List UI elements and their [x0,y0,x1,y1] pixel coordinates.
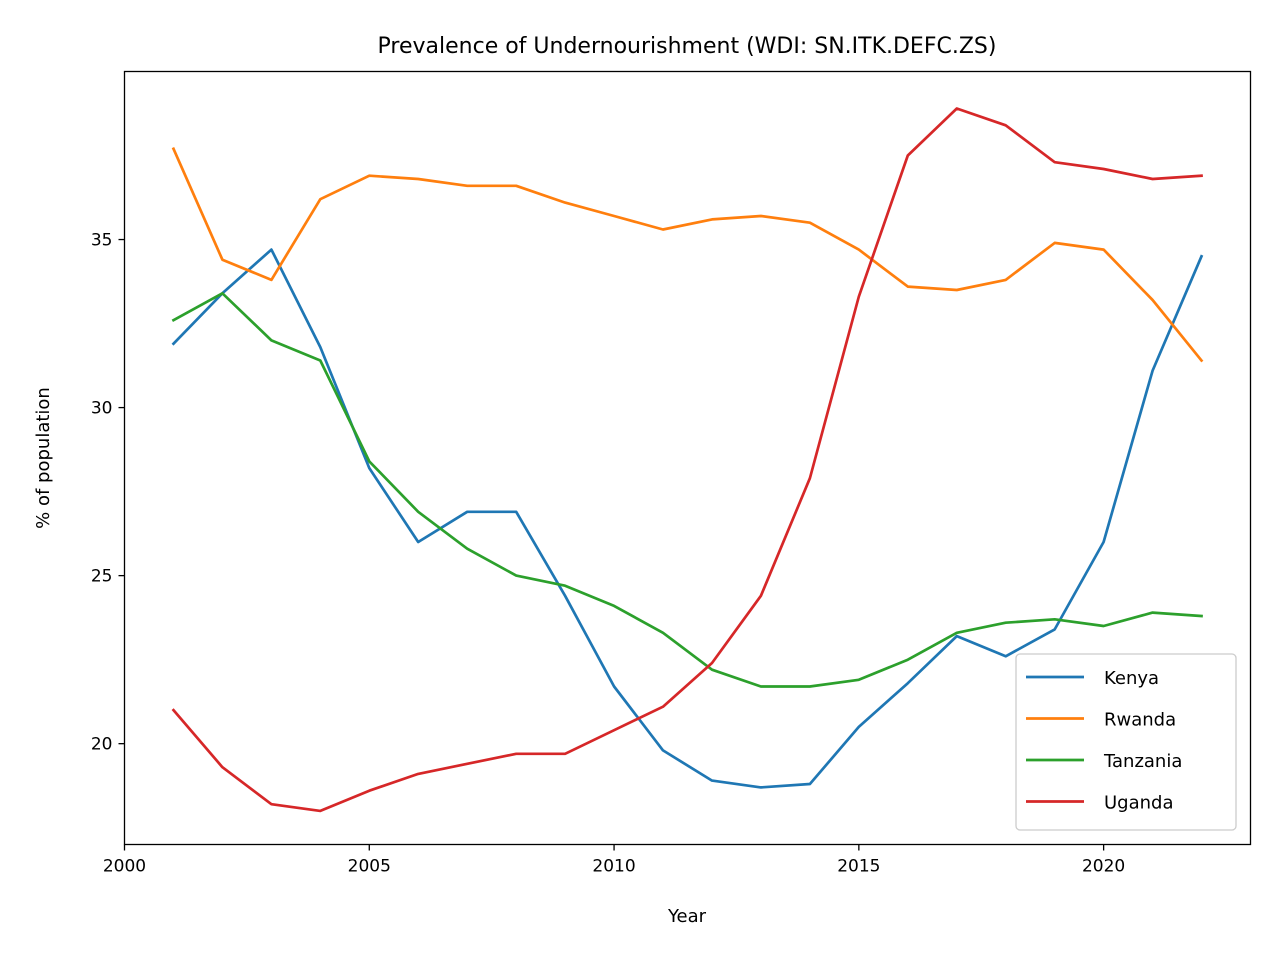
x-tick-label: 2015 [837,857,880,877]
x-axis-label: Year [667,906,707,927]
chart-title: Prevalence of Undernourishment (WDI: SN.… [378,34,997,59]
legend-label-uganda: Uganda [1104,793,1174,814]
series-line-tanzania [171,291,1203,688]
y-tick-label: 25 [91,567,113,587]
legend: Kenya Rwanda Tanzania Uganda [1015,653,1237,831]
y-tick-label: 20 [91,735,113,755]
series-line-uganda [171,107,1203,813]
legend-box [1015,653,1237,831]
y-axis-label: % of population [33,387,54,529]
y-tick-label: 35 [91,231,113,251]
y-tick-label: 30 [91,399,113,419]
series-line-kenya [171,248,1204,789]
legend-label-kenya: Kenya [1104,668,1159,689]
x-tick-label: 2000 [103,857,146,877]
x-tick-label: 2020 [1082,857,1125,877]
legend-label-rwanda: Rwanda [1104,710,1176,731]
legend-label-tanzania: Tanzania [1103,751,1182,772]
series-line-rwanda [171,147,1204,363]
y-axis-ticks: 20 25 30 35 [91,231,125,755]
series-layer [171,107,1204,813]
x-tick-label: 2010 [592,857,635,877]
x-axis-ticks: 2000 2005 2010 2015 2020 [103,844,1125,877]
x-tick-label: 2005 [348,857,391,877]
plot-frame [123,70,1252,846]
